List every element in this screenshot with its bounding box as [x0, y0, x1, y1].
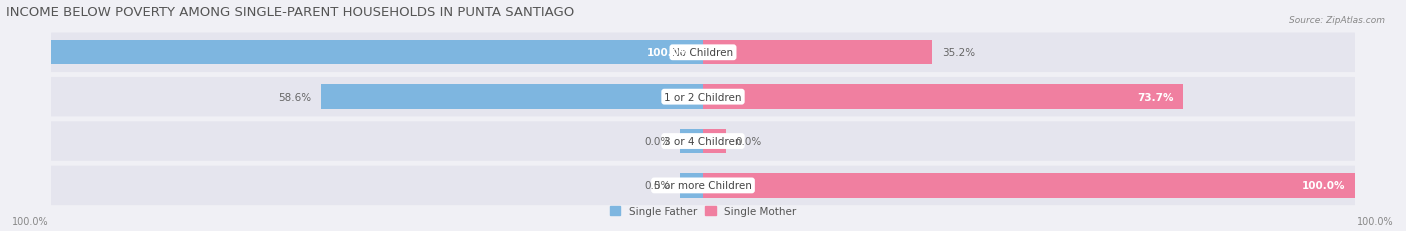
Text: INCOME BELOW POVERTY AMONG SINGLE-PARENT HOUSEHOLDS IN PUNTA SANTIAGO: INCOME BELOW POVERTY AMONG SINGLE-PARENT…: [6, 6, 574, 18]
Legend: Single Father, Single Mother: Single Father, Single Mother: [610, 206, 796, 216]
Text: 0.0%: 0.0%: [644, 181, 671, 191]
Text: Source: ZipAtlas.com: Source: ZipAtlas.com: [1289, 16, 1385, 25]
Text: 1 or 2 Children: 1 or 2 Children: [664, 92, 742, 102]
Text: 5 or more Children: 5 or more Children: [654, 181, 752, 191]
FancyBboxPatch shape: [51, 33, 1355, 73]
Bar: [703, 129, 725, 154]
Bar: [681, 173, 703, 198]
Text: 35.2%: 35.2%: [942, 48, 976, 58]
Bar: [703, 41, 932, 65]
FancyBboxPatch shape: [51, 122, 1355, 161]
Text: 100.0%: 100.0%: [1302, 181, 1346, 191]
Text: 0.0%: 0.0%: [735, 137, 762, 146]
Text: 100.0%: 100.0%: [647, 48, 690, 58]
FancyBboxPatch shape: [51, 166, 1355, 205]
Text: No Children: No Children: [672, 48, 734, 58]
Bar: [681, 129, 703, 154]
FancyBboxPatch shape: [51, 78, 1355, 117]
Bar: [51, 41, 703, 65]
Text: 73.7%: 73.7%: [1137, 92, 1174, 102]
Bar: [703, 173, 1355, 198]
Text: 3 or 4 Children: 3 or 4 Children: [664, 137, 742, 146]
Bar: [321, 85, 703, 109]
Bar: [703, 85, 1184, 109]
Text: 0.0%: 0.0%: [644, 137, 671, 146]
Text: 58.6%: 58.6%: [278, 92, 311, 102]
Text: 100.0%: 100.0%: [1357, 216, 1393, 226]
Text: 100.0%: 100.0%: [13, 216, 49, 226]
